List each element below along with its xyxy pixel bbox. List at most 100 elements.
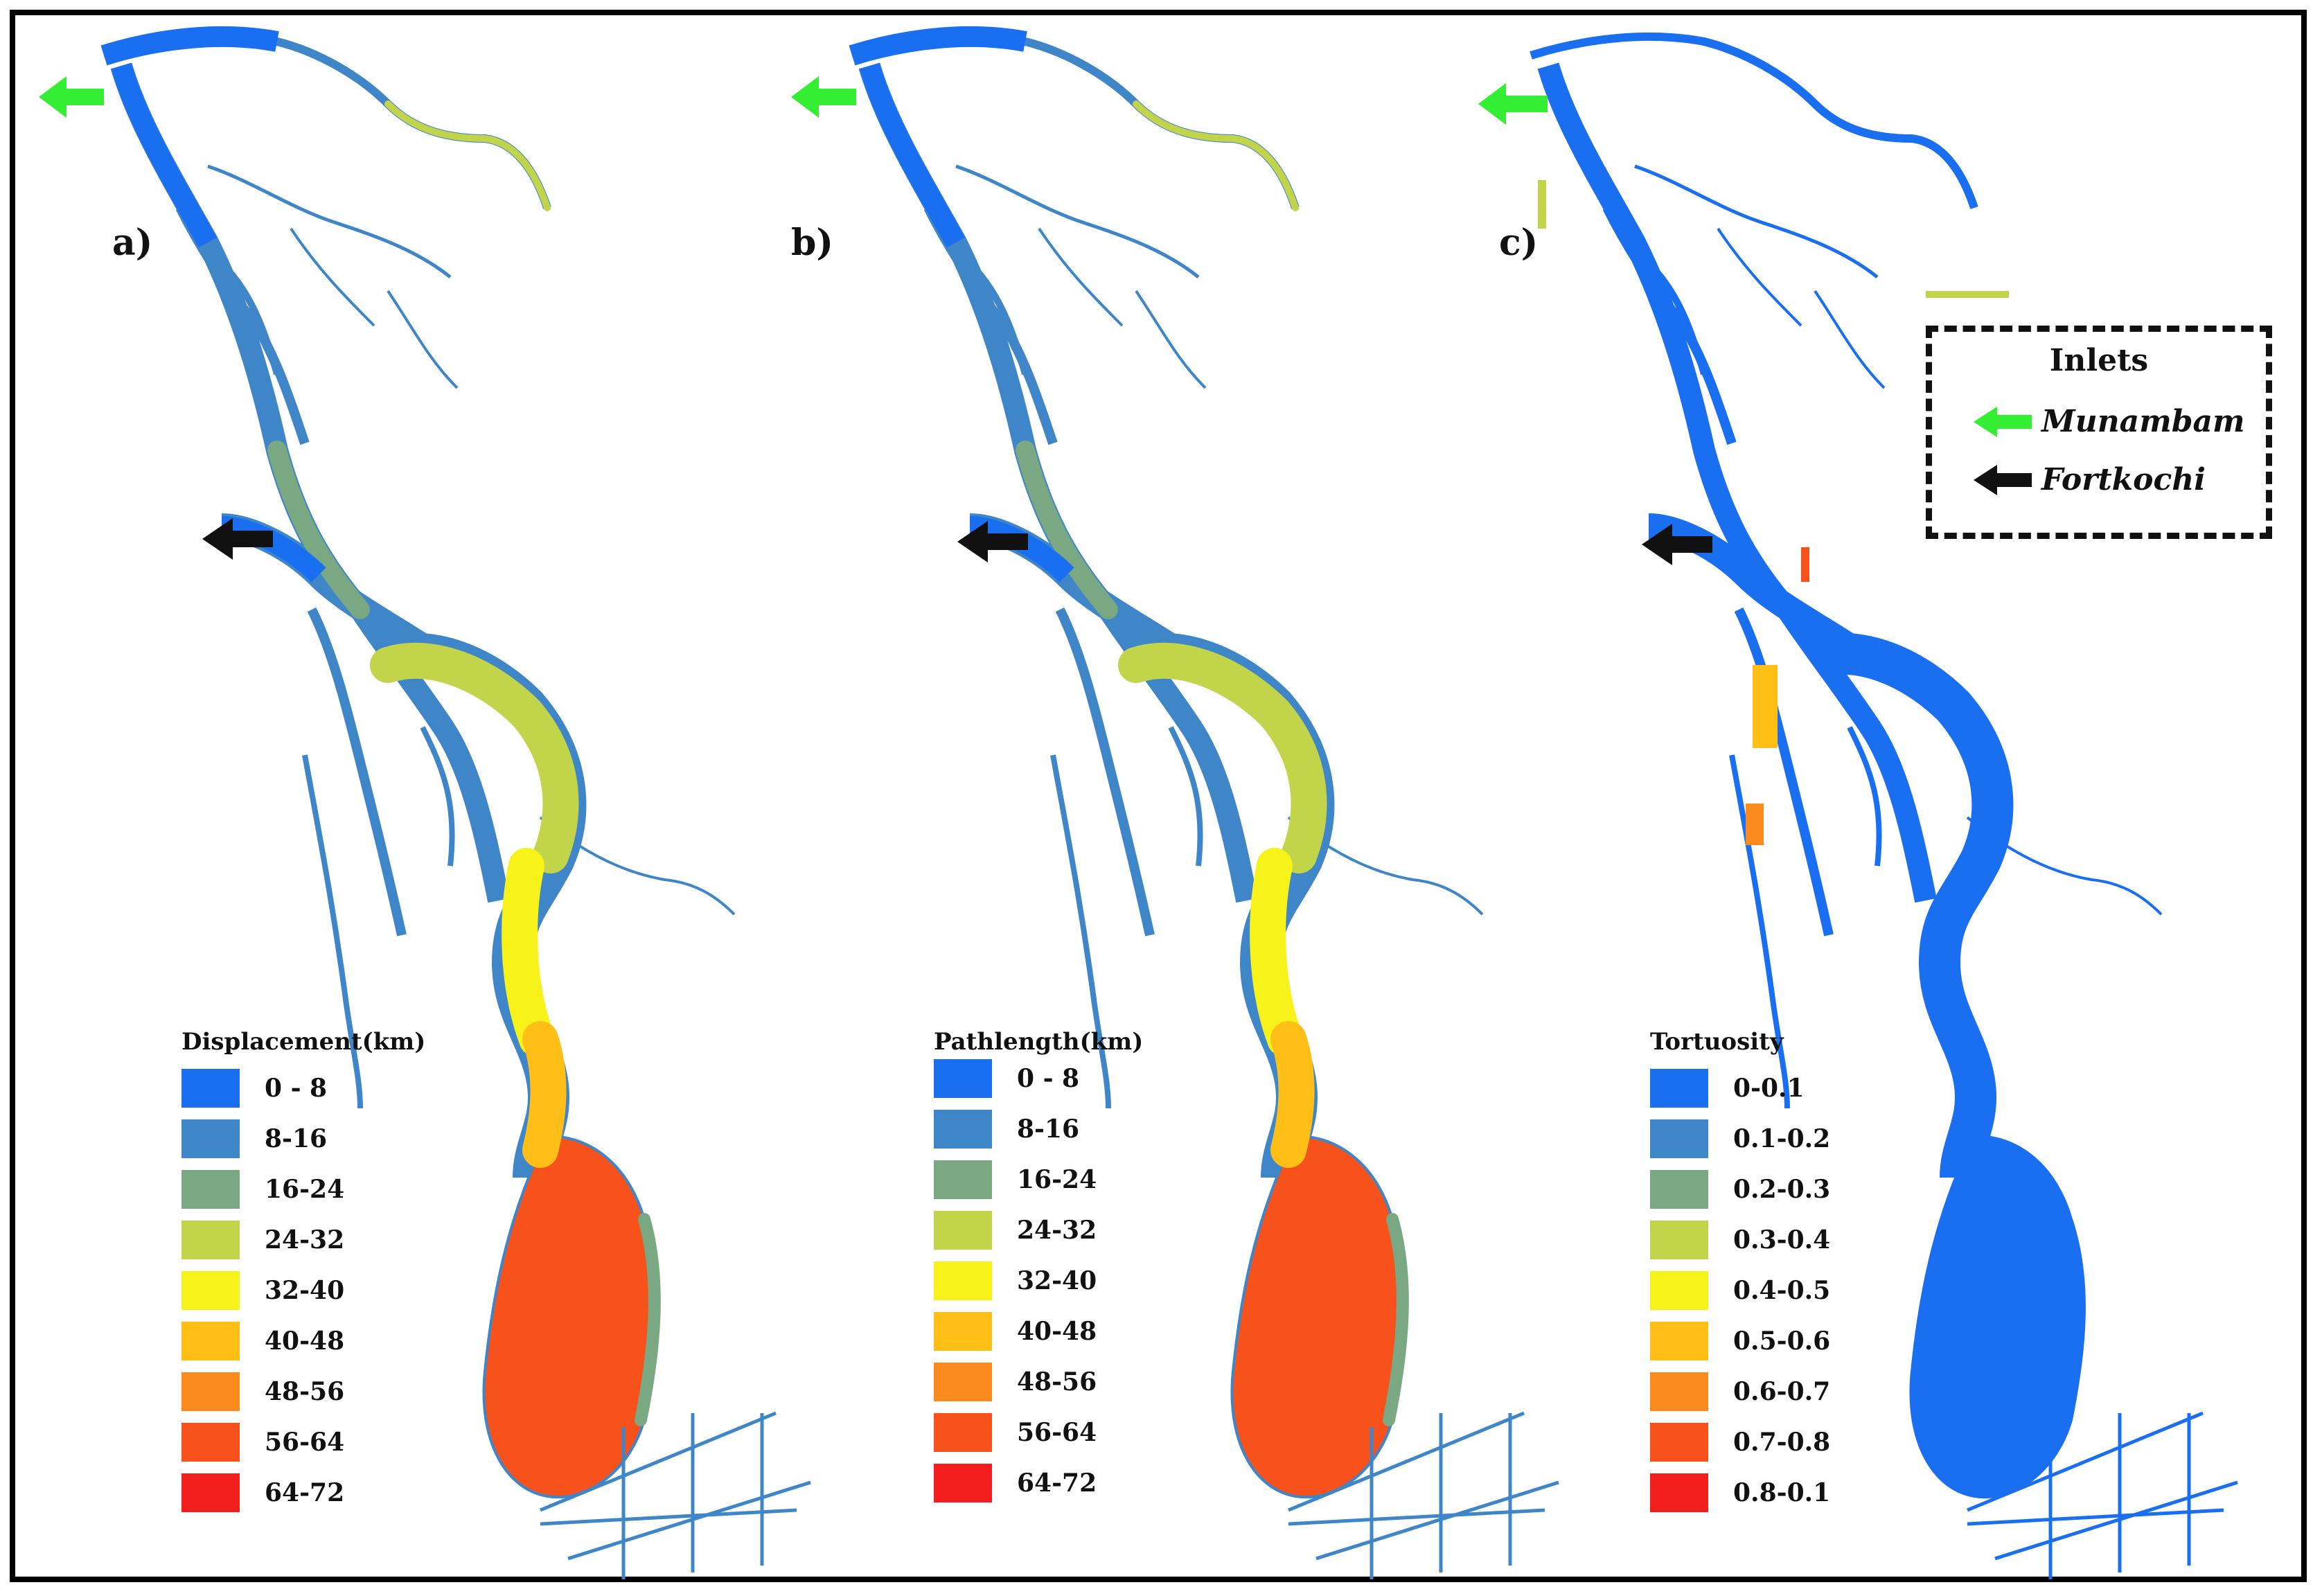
- legend-swatch: [1650, 1372, 1708, 1411]
- legend-item: 16-24: [181, 1164, 425, 1214]
- legend-label: 24-32: [265, 1225, 345, 1254]
- legend-swatch: [181, 1372, 240, 1411]
- legend-label: 48-56: [1017, 1367, 1097, 1396]
- legend-label: 24-32: [1017, 1215, 1097, 1245]
- legend-swatch: [181, 1270, 240, 1310]
- legend-item: 24-32: [934, 1205, 1143, 1255]
- legend-swatch: [934, 1412, 992, 1452]
- legend-swatch: [181, 1119, 240, 1158]
- legend-label: 0.6-0.7: [1733, 1376, 1831, 1406]
- legend-label: 64-72: [265, 1478, 345, 1507]
- inlet-fortkochi: Fortkochi: [1974, 462, 2206, 497]
- legend-swatch: [934, 1109, 992, 1149]
- legend-item: 56-64: [934, 1407, 1143, 1457]
- green-arrow-icon: [1974, 406, 2032, 437]
- legend-label: 16-24: [265, 1174, 345, 1204]
- munambam-arrow-b: [791, 76, 856, 118]
- legend-title: Tortuosity: [1650, 1028, 1784, 1056]
- inlet-name: Fortkochi: [2041, 462, 2206, 497]
- legend-item: 0.6-0.7: [1650, 1366, 1830, 1417]
- legend-label: 0.1-0.2: [1733, 1124, 1831, 1153]
- legend-item: 48-56: [181, 1366, 425, 1417]
- legend-swatch: [181, 1169, 240, 1209]
- gradient-zone: [1250, 848, 1303, 1057]
- legend-item: 16-24: [934, 1154, 1143, 1205]
- gradient-zone: [267, 441, 370, 619]
- legend-swatch: [181, 1422, 240, 1462]
- legend-swatch: [181, 1321, 240, 1360]
- panel-label-a: a): [112, 222, 153, 264]
- legend-displacement: Displacement(km) 0 - 8 8-16 16-24 24-32 32-4…: [181, 1028, 425, 1518]
- legend-title: Pathlength(km): [934, 1028, 1144, 1056]
- black-arrow-icon: [1974, 464, 2032, 495]
- legend-label: 8-16: [265, 1124, 328, 1153]
- gradient-zone: [384, 100, 551, 211]
- legend-swatch: [934, 1261, 992, 1300]
- gradient-zone: [635, 1213, 661, 1426]
- legend-label: 0 - 8: [265, 1073, 328, 1103]
- legend-label: 56-64: [265, 1427, 345, 1457]
- fortkochi-arrow-c: [1642, 524, 1712, 565]
- munambam-arrow-c: [1478, 83, 1548, 125]
- legend-item: 32-40: [934, 1255, 1143, 1306]
- legend-item: 40-48: [181, 1315, 425, 1366]
- legend-swatch: [1650, 1220, 1708, 1259]
- gradient-zone: [1016, 441, 1118, 619]
- legend-swatch: [934, 1362, 992, 1401]
- gradient-zone: [1133, 100, 1299, 211]
- legend-swatch: [934, 1463, 992, 1502]
- gradient-zone: [1118, 642, 1327, 874]
- legend-label: 16-24: [1017, 1164, 1097, 1194]
- legend-item: 8-16: [181, 1113, 425, 1164]
- legend-item: 48-56: [934, 1356, 1143, 1407]
- legend-swatch: [1650, 1119, 1708, 1158]
- inlet-name: Munambam: [2041, 404, 2245, 439]
- legend-item: 0 - 8: [934, 1053, 1143, 1103]
- legend-label: 0-0.1: [1733, 1073, 1805, 1103]
- map-panel-c: [1531, 37, 2237, 1579]
- legend-label: 56-64: [1017, 1417, 1097, 1447]
- legend-item: 0 - 8: [181, 1063, 425, 1113]
- fortkochi-arrow-a: [202, 518, 273, 560]
- legend-label: 0.2-0.3: [1733, 1174, 1831, 1204]
- gradient-zone: [370, 642, 579, 874]
- legend-label: 0.5-0.6: [1733, 1326, 1831, 1356]
- legend-swatch: [1650, 1422, 1708, 1462]
- legend-item: 0.7-0.8: [1650, 1417, 1830, 1467]
- legend-swatch: [1650, 1473, 1708, 1512]
- legend-swatch: [181, 1220, 240, 1259]
- gradient-zone: [502, 848, 555, 1057]
- legend-swatch: [934, 1210, 992, 1250]
- legend-item: 64-72: [181, 1467, 425, 1518]
- tortuosity-patch: [1753, 665, 1778, 748]
- tortuosity-patch: [1746, 804, 1764, 845]
- legend-swatch: [1650, 1068, 1708, 1108]
- legend-swatch: [1650, 1270, 1708, 1310]
- legend-item: 0.4-0.5: [1650, 1265, 1830, 1315]
- legend-tortuosity: Tortuosity 0-0.1 0.1-0.2 0.2-0.3 0.3-0.4 0.4…: [1650, 1028, 1830, 1518]
- legend-item: 24-32: [181, 1214, 425, 1265]
- panel-label-c: c): [1499, 222, 1539, 264]
- gradient-zone: [1270, 1021, 1315, 1168]
- legend-swatch: [1650, 1321, 1708, 1360]
- legend-label: 32-40: [265, 1275, 345, 1305]
- legend-item: 0.3-0.4: [1650, 1214, 1830, 1265]
- legend-swatch: [934, 1160, 992, 1199]
- inlets-legend: Inlets Munambam Fortkochi: [1926, 326, 2272, 539]
- legend-swatch: [934, 1311, 992, 1351]
- tortuosity-patch: [1801, 547, 1809, 582]
- legend-item: 32-40: [181, 1265, 425, 1315]
- legend-label: 0.4-0.5: [1733, 1275, 1831, 1305]
- legend-item: 0.2-0.3: [1650, 1164, 1830, 1214]
- legend-label: 0 - 8: [1017, 1063, 1080, 1093]
- legend-item: 0.5-0.6: [1650, 1315, 1830, 1366]
- fortkochi-arrow-b: [957, 521, 1028, 562]
- legend-item: 8-16: [934, 1103, 1143, 1154]
- inlet-munambam: Munambam: [1974, 404, 2245, 439]
- legend-swatch: [1650, 1169, 1708, 1209]
- legend-item: 40-48: [934, 1306, 1143, 1356]
- legend-item: 64-72: [934, 1457, 1143, 1508]
- legend-item: 0.8-0.1: [1650, 1467, 1830, 1518]
- gradient-zone: [522, 1021, 567, 1168]
